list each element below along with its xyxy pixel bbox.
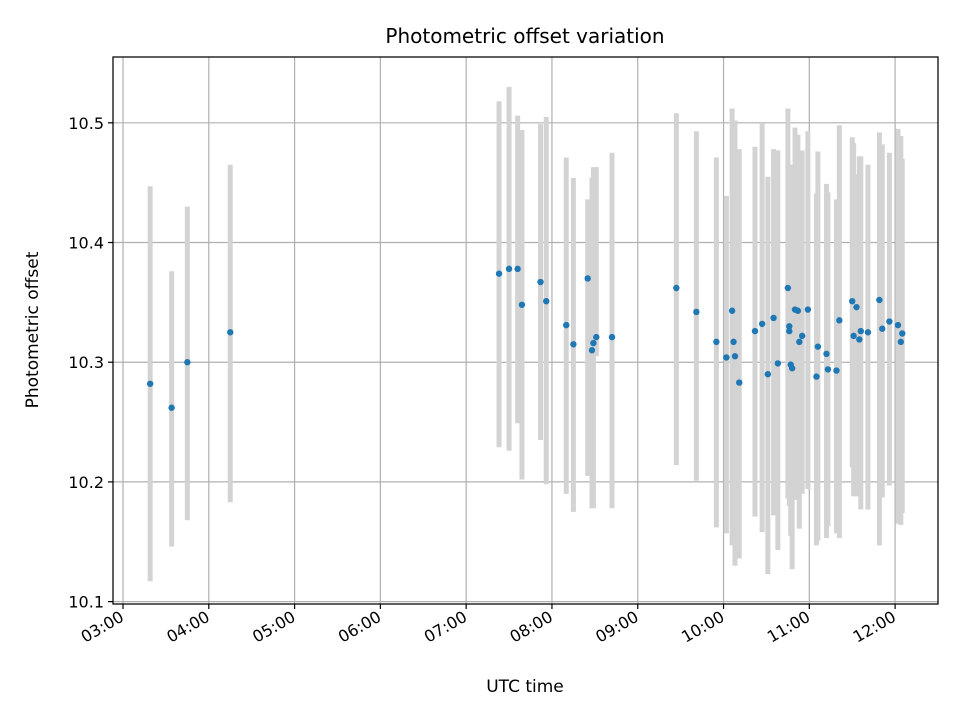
data-point: [794, 307, 802, 314]
data-point: [584, 275, 591, 282]
data-point: [804, 306, 812, 313]
data-point: [814, 343, 822, 350]
data-point: [833, 367, 840, 374]
data-point: [168, 404, 175, 411]
data-point: [730, 338, 737, 346]
data-point: [563, 321, 570, 329]
data-point: [723, 354, 730, 361]
data-point: [798, 332, 806, 340]
data-point: [673, 284, 680, 292]
data-points: [146, 265, 906, 411]
data-point: [774, 360, 782, 367]
data-point: [713, 338, 720, 346]
data-point: [786, 323, 793, 330]
data-point: [537, 278, 544, 286]
data-point: [813, 373, 820, 380]
data-point: [227, 329, 234, 336]
data-point: [836, 317, 843, 324]
data-point: [518, 301, 526, 308]
data-point: [505, 265, 513, 273]
data-point: [786, 327, 793, 335]
data-point: [590, 339, 597, 347]
data-point: [857, 327, 864, 335]
y-tick-label: 10.2: [68, 473, 104, 492]
data-point: [850, 332, 857, 340]
data-point: [570, 341, 577, 348]
x-axis-label: UTC time: [486, 677, 564, 697]
data-point: [796, 338, 803, 346]
data-point: [736, 379, 743, 386]
y-tick-label: 10.4: [68, 234, 104, 253]
chart-title: Photometric offset variation: [385, 24, 664, 48]
data-point: [853, 303, 860, 311]
data-point: [608, 333, 616, 341]
data-point: [864, 329, 872, 336]
data-point: [849, 297, 856, 305]
y-tick-label: 10.5: [68, 114, 104, 133]
data-point: [514, 265, 521, 273]
data-point: [856, 336, 863, 343]
data-point: [184, 359, 191, 366]
data-point: [731, 353, 739, 360]
data-point: [784, 284, 792, 292]
data-point: [728, 307, 736, 314]
data-point: [693, 308, 700, 316]
data-point: [146, 380, 154, 387]
y-ticks: 10.1 10.2 10.3 10.4 10.5: [68, 114, 113, 612]
data-point: [764, 370, 772, 378]
data-point: [897, 338, 905, 346]
y-tick-label: 10.3: [68, 353, 104, 372]
y-tick-label: 10.1: [68, 593, 104, 612]
data-point: [588, 347, 596, 354]
data-point: [876, 296, 883, 304]
y-axis-label: Photometric offset: [23, 251, 43, 408]
data-point: [593, 333, 600, 341]
data-point: [788, 365, 796, 372]
data-point: [495, 270, 503, 277]
data-point: [543, 297, 550, 305]
data-point: [886, 318, 893, 325]
data-point: [770, 314, 777, 322]
data-point: [758, 320, 766, 328]
data-point: [823, 350, 830, 358]
data-point: [751, 327, 759, 335]
data-point: [879, 325, 886, 332]
plot-frame: [112, 56, 939, 605]
data-point: [899, 330, 906, 337]
data-point: [824, 366, 832, 373]
data-point: [894, 321, 902, 329]
